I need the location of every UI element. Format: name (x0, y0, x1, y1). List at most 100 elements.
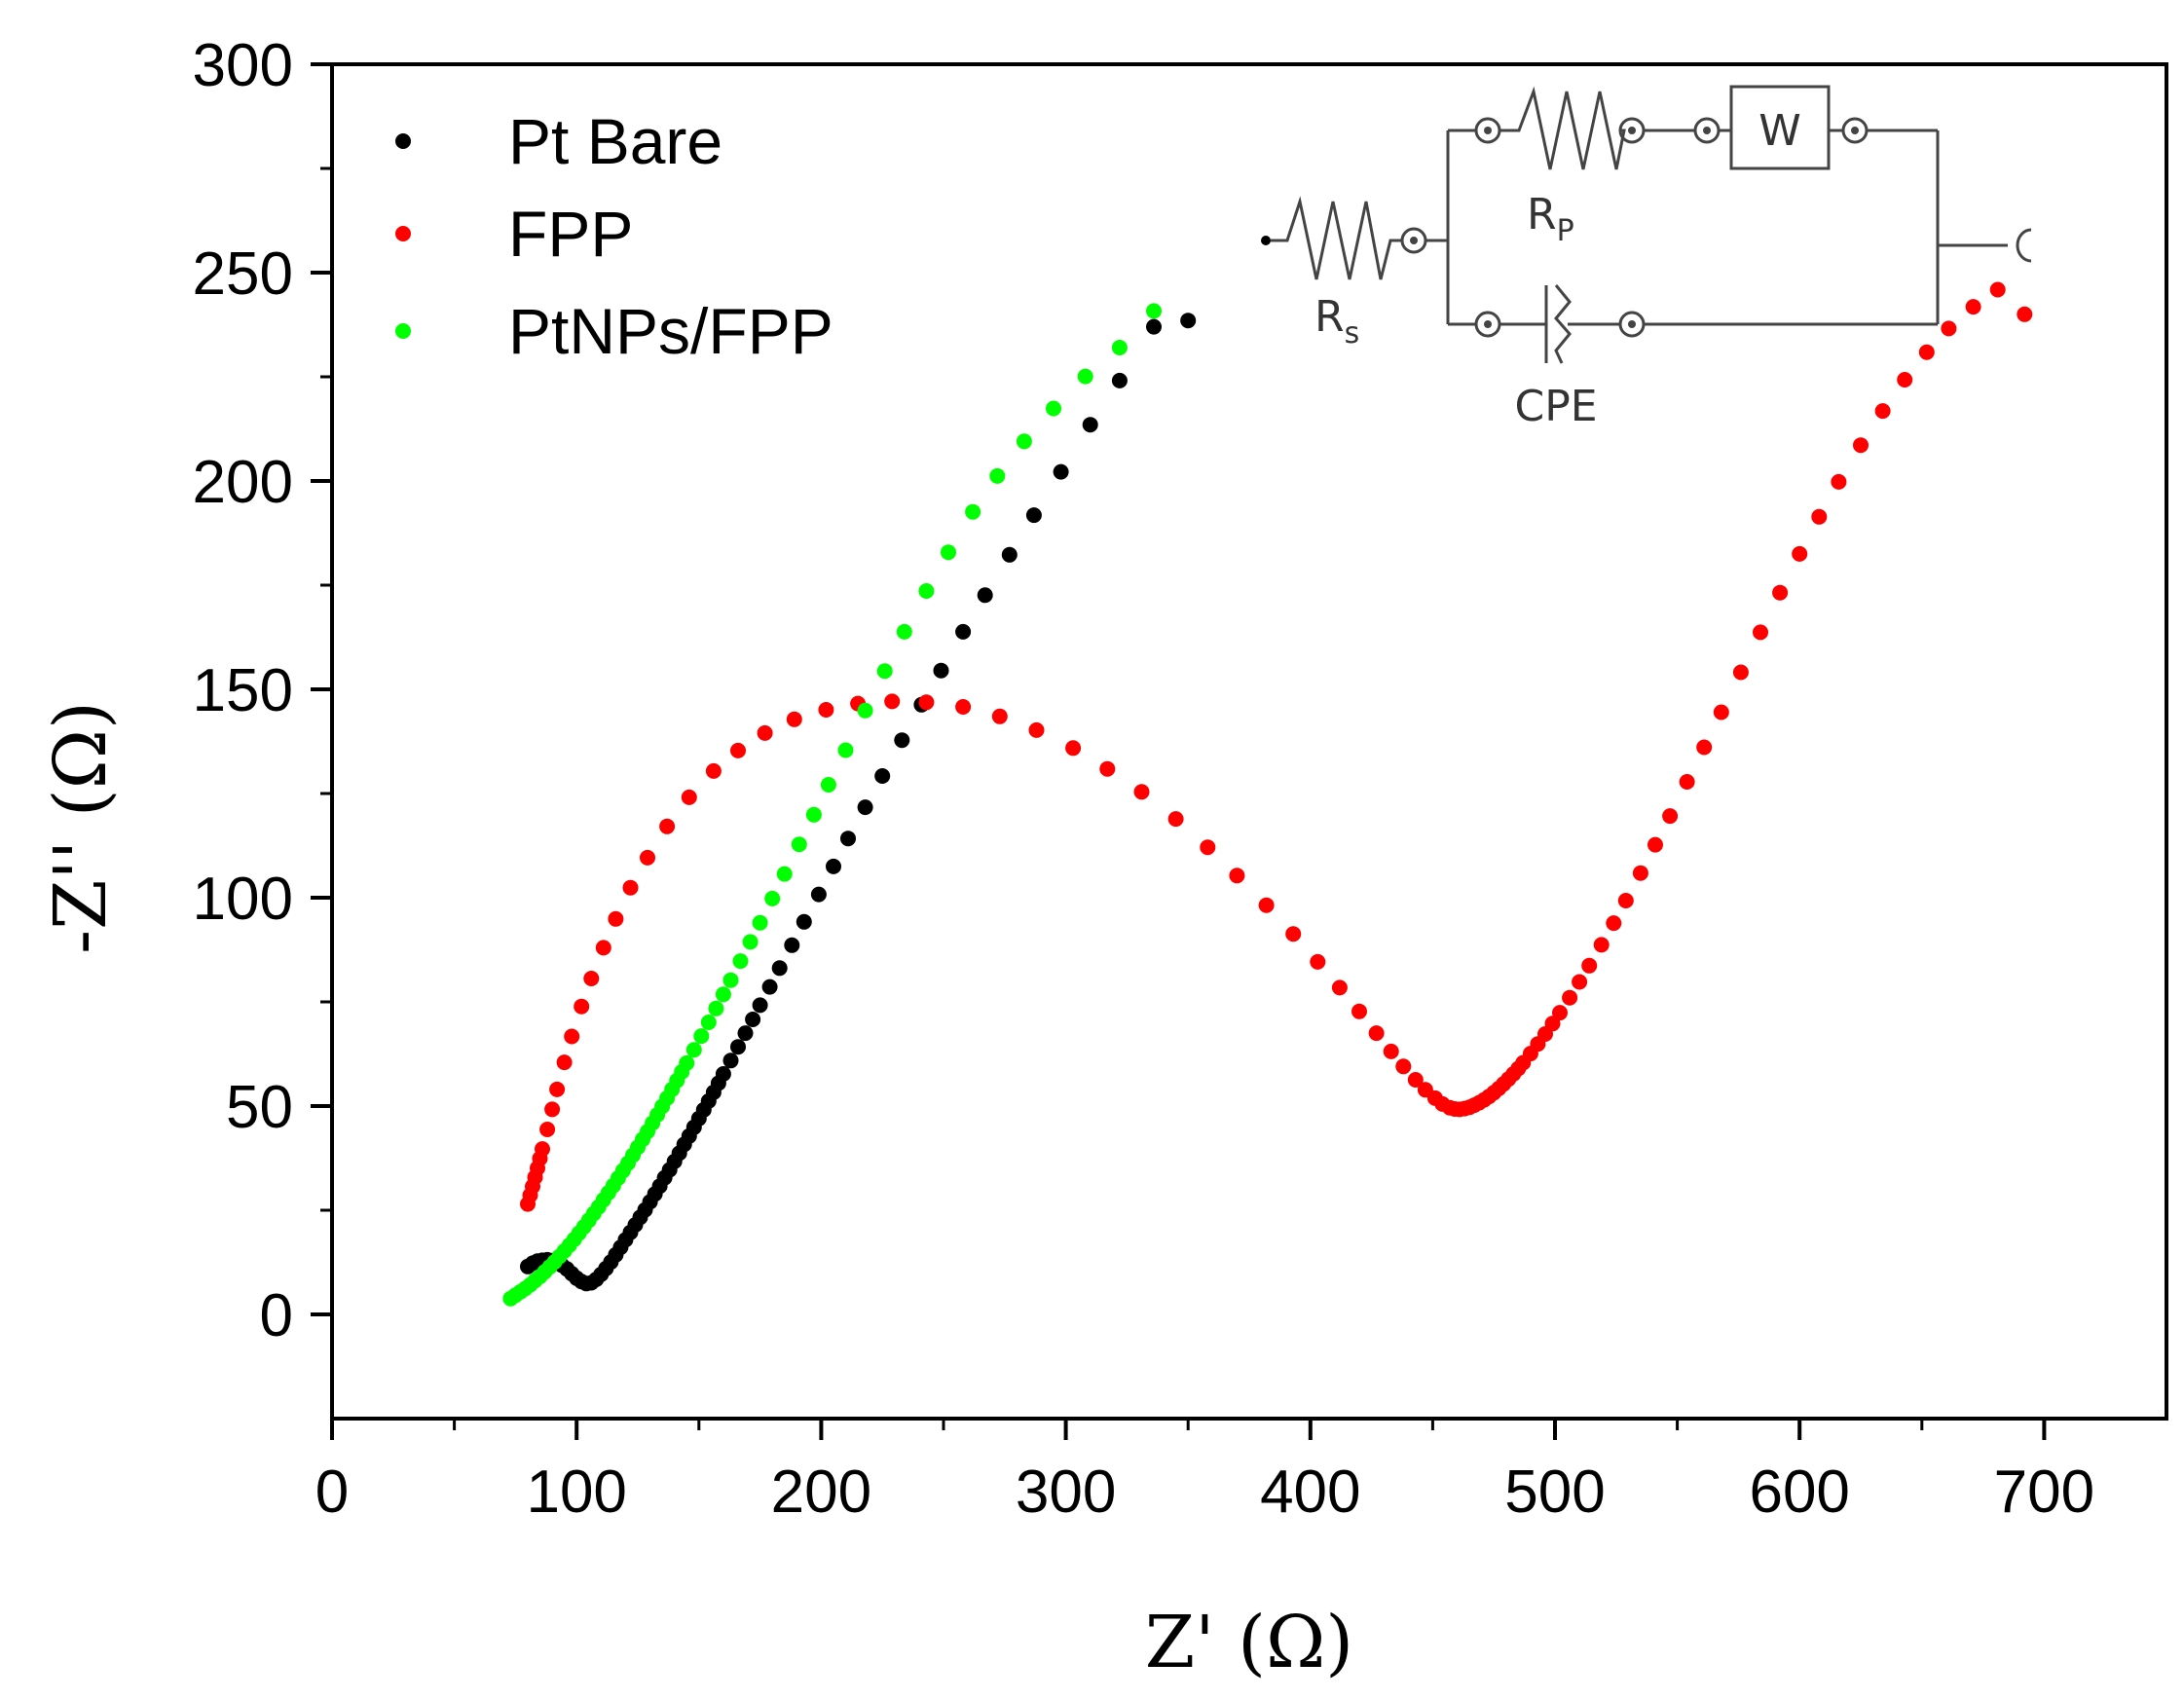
data-point (1016, 433, 1032, 450)
data-point (1001, 546, 1018, 563)
node-w-out-dot (1851, 127, 1859, 134)
data-point (1593, 937, 1610, 953)
cpe-label: CPE (1514, 382, 1597, 431)
series-fpp (520, 281, 2033, 1212)
data-point (681, 789, 697, 805)
data-point (722, 1053, 739, 1069)
data-point (693, 1028, 710, 1045)
rp-label-main: R (1527, 190, 1557, 240)
data-point (1562, 989, 1578, 1006)
data-point (745, 1012, 761, 1027)
data-point (549, 1081, 566, 1097)
legend-marker-fpp (395, 226, 411, 241)
x-tick-label-300: 300 (1016, 1459, 1116, 1526)
data-point (1146, 303, 1162, 319)
data-point (941, 544, 956, 561)
y-tick-label-100: 100 (193, 866, 293, 933)
data-point (826, 858, 841, 874)
data-point (1732, 664, 1749, 681)
legend-label-fpp: FPP (508, 198, 633, 270)
rs-label: Rs (1314, 292, 1359, 351)
data-point (965, 503, 981, 520)
circuit-output-terminal (2016, 228, 2032, 263)
data-point (583, 971, 600, 986)
data-point (564, 1028, 580, 1045)
data-point (786, 711, 802, 727)
data-point (796, 913, 812, 930)
data-point (1581, 957, 1598, 974)
data-point (535, 1141, 550, 1158)
node-rp-in-dot (1484, 127, 1492, 134)
data-point (764, 890, 781, 906)
data-point (556, 1054, 573, 1071)
warburg-label: W (1758, 106, 1801, 156)
data-point (1897, 372, 1913, 388)
data-point (1331, 979, 1348, 996)
data-point (732, 953, 749, 970)
data-point (918, 694, 935, 711)
data-point (608, 910, 624, 927)
data-point (776, 866, 793, 882)
data-point (933, 662, 949, 679)
data-point (894, 732, 910, 749)
legend-marker-pt-bare (395, 133, 411, 149)
data-point (1831, 473, 1847, 490)
data-point (544, 1101, 561, 1118)
data-point (595, 940, 611, 956)
data-point (884, 693, 901, 710)
data-point (857, 702, 873, 719)
data-point (876, 663, 893, 680)
data-point (1065, 740, 1082, 757)
data-point (1696, 739, 1713, 756)
data-point (705, 762, 722, 779)
data-point (708, 1000, 724, 1016)
data-point (1146, 318, 1162, 335)
y-tick-label-200: 200 (193, 449, 293, 516)
data-point (574, 998, 590, 1015)
node-rp-out-dot (1628, 127, 1636, 134)
x-tick-label-100: 100 (526, 1459, 626, 1526)
data-point (1077, 368, 1093, 385)
data-point (1053, 463, 1069, 480)
data-point (1351, 1003, 1367, 1019)
data-point (1229, 868, 1245, 884)
data-point (1368, 1025, 1385, 1042)
data-point (1792, 545, 1808, 562)
data-point (1753, 624, 1768, 641)
y-tick-label-0: 0 (260, 1282, 293, 1349)
data-point (810, 886, 827, 903)
data-point (918, 583, 935, 599)
circuit-input-terminal (1261, 236, 1271, 245)
data-point (1082, 417, 1098, 433)
x-tick-label-0: 0 (315, 1459, 349, 1526)
data-point (1028, 721, 1045, 738)
rp-label-sub: P (1557, 214, 1574, 248)
cpe-plate-right (1554, 284, 1572, 364)
data-point (805, 806, 822, 823)
y-tick-label-300: 300 (193, 32, 293, 99)
data-point (715, 986, 731, 1003)
data-point (840, 831, 856, 847)
data-point (857, 799, 873, 816)
data-point (1544, 1016, 1561, 1032)
data-point (761, 979, 778, 995)
data-point (1772, 584, 1789, 601)
series-layer (502, 281, 2033, 1307)
data-point (991, 708, 1008, 724)
x-tick-label-700: 700 (1994, 1459, 2094, 1526)
data-point (730, 742, 746, 758)
rp-label: RP (1527, 190, 1574, 248)
plot-area-frame (330, 62, 2168, 1421)
data-point (955, 623, 972, 640)
y-axis-title: -Z'' (Ω) (39, 701, 123, 954)
data-point (539, 1122, 556, 1137)
data-point (1111, 372, 1128, 388)
data-point (874, 768, 891, 784)
node-cpe-in-dot (1484, 320, 1492, 328)
node-cpe-out-dot (1628, 320, 1636, 328)
data-point (1853, 437, 1869, 454)
data-point (1395, 1058, 1412, 1075)
node-rs-out-dot (1410, 237, 1418, 244)
resistor-rs-symbol (1271, 196, 1402, 280)
data-point (1679, 774, 1695, 790)
